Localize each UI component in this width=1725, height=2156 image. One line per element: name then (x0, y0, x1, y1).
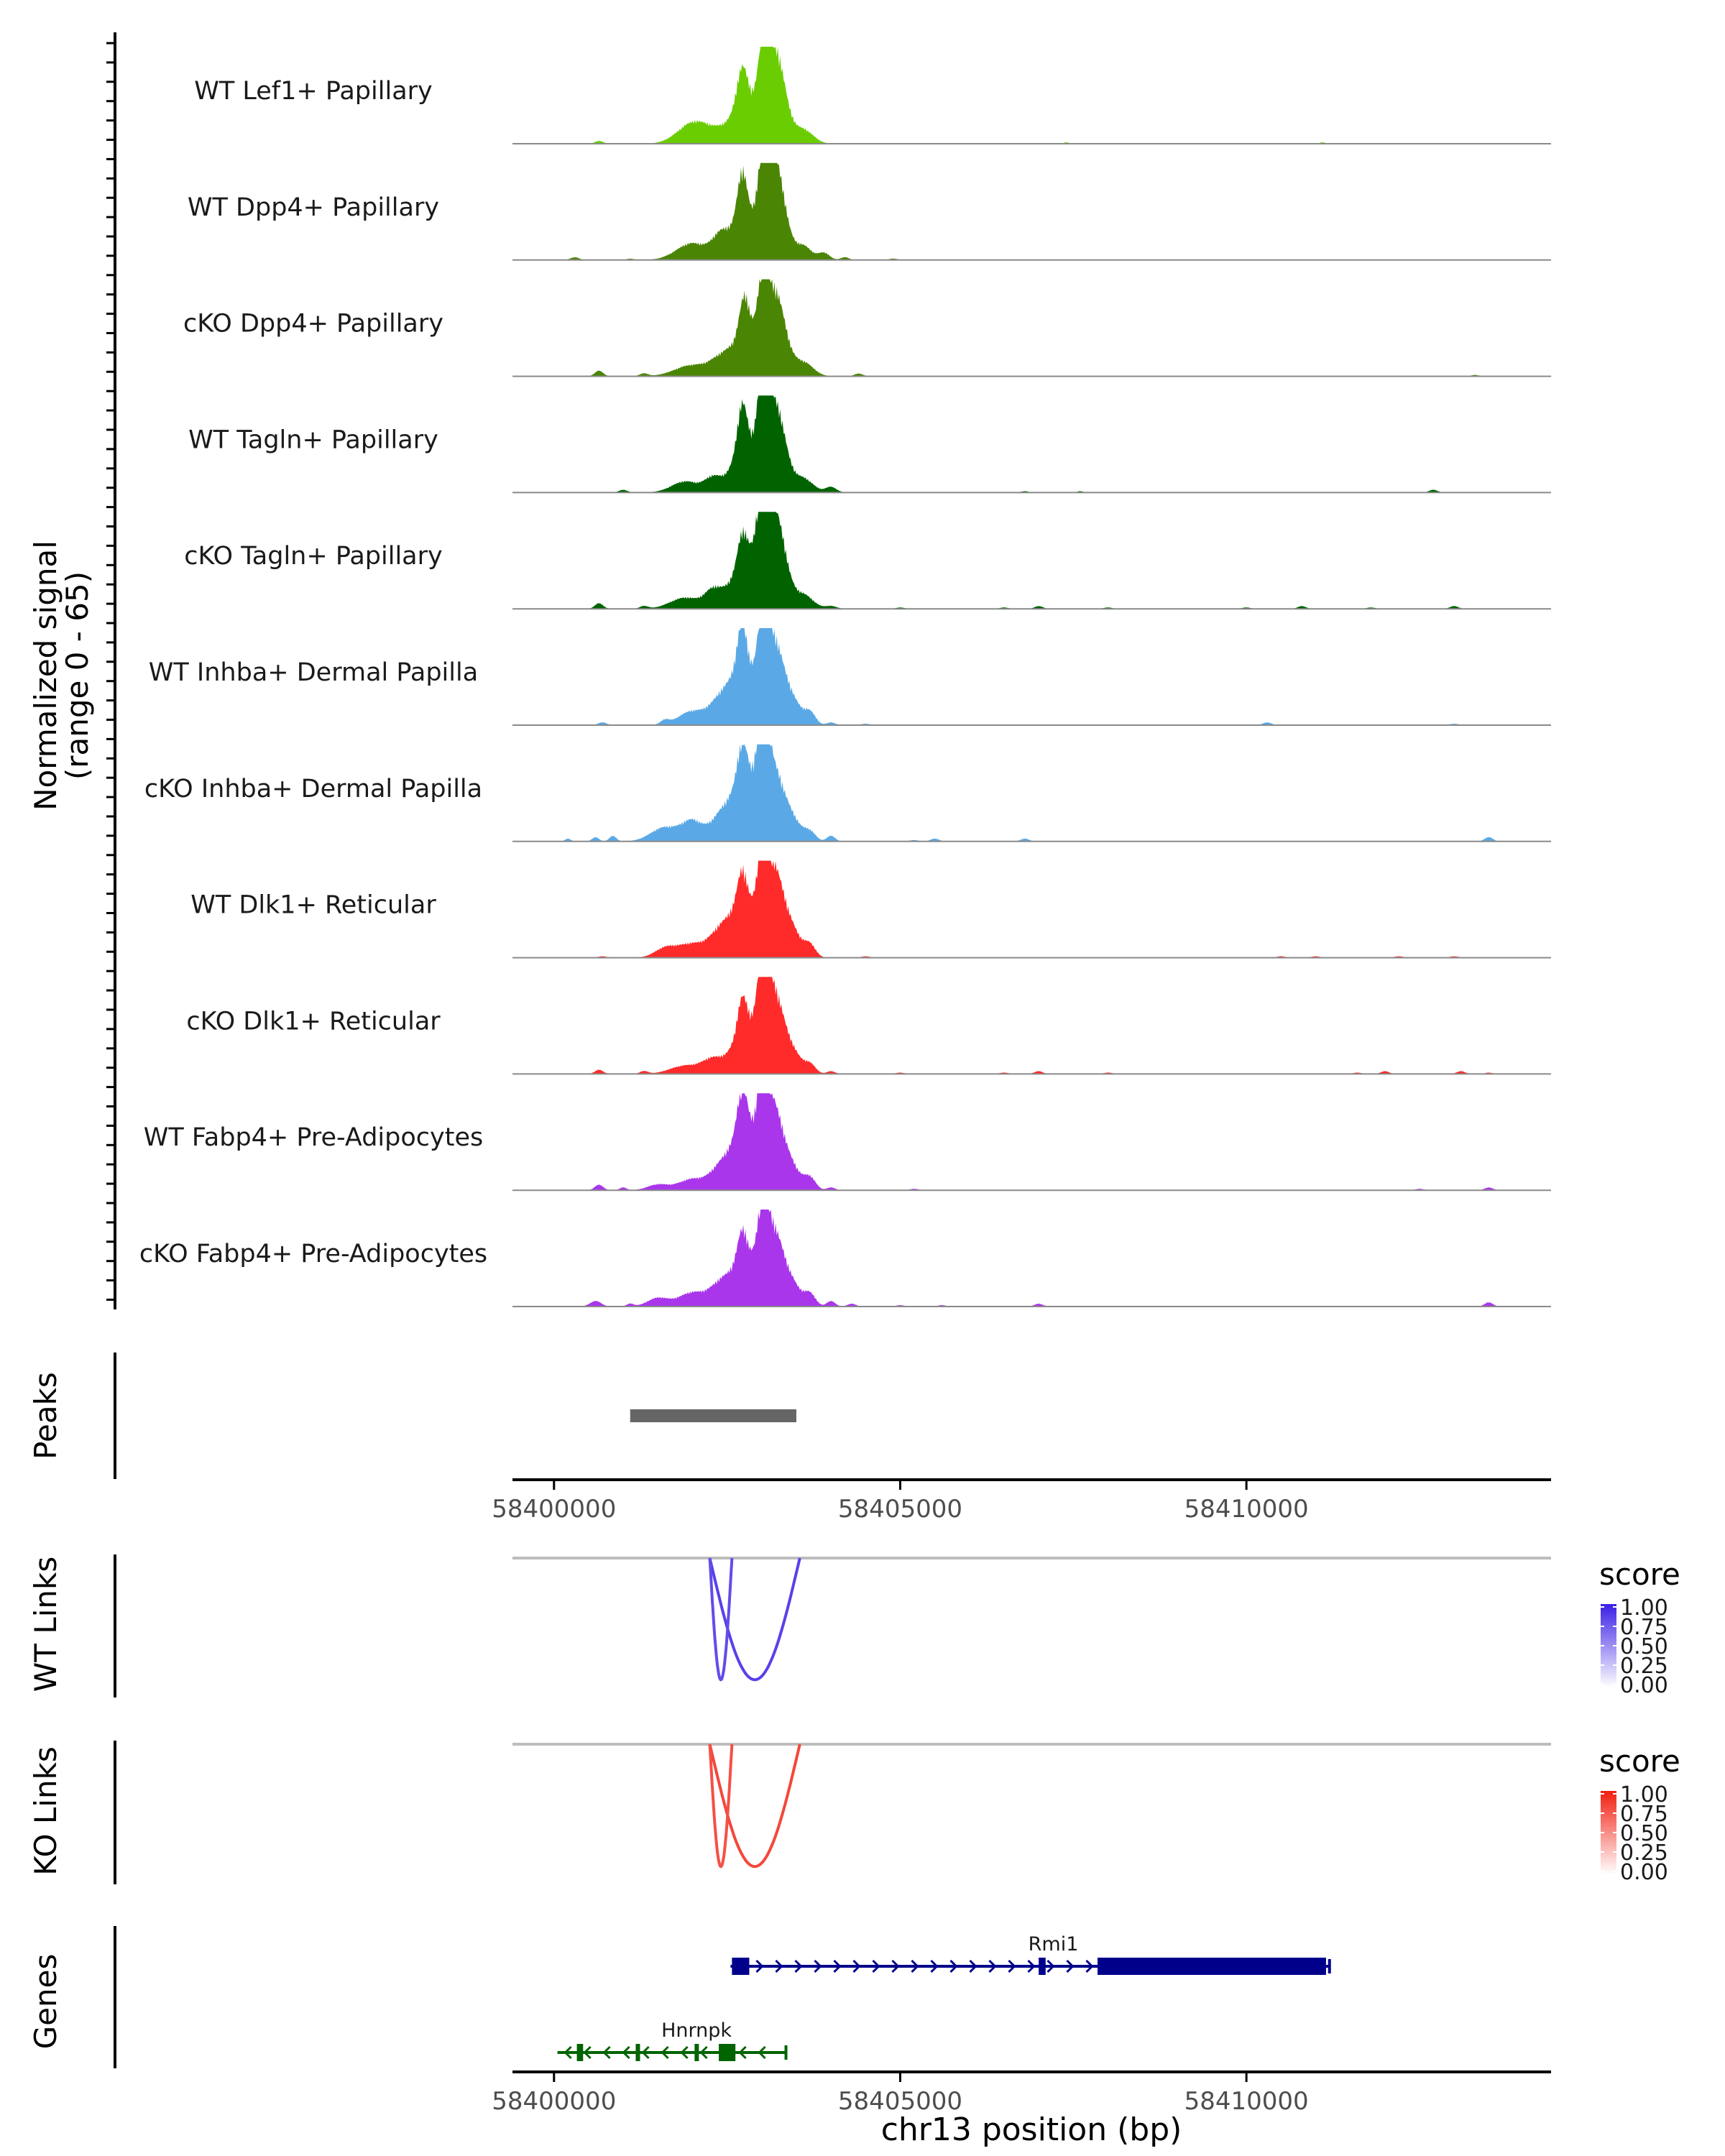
coverage-area (512, 744, 1551, 842)
track-label: cKO Tagln+ Papillary (184, 542, 443, 571)
ko-links-legend-tick-label: 1.00 (1620, 1782, 1668, 1807)
strand-arrow (622, 2045, 630, 2060)
strand-arrow (1027, 1959, 1036, 1973)
ko-links-panel: 1.000.750.500.250.00 (114, 1741, 1668, 1885)
exon (576, 2044, 584, 2061)
genes-x-axis-tick-label: 58400000 (492, 2087, 616, 2116)
genes-track-label: Genes (28, 1954, 63, 2050)
coverage-area (512, 279, 1551, 377)
genes-panel: Rmi1 Hnrnpk (114, 1926, 1331, 2068)
coverage-area (512, 628, 1551, 725)
wt-links-arc (708, 1557, 801, 1682)
track-label: WT Fabp4+ Pre-Adipocytes (144, 1123, 483, 1152)
strand-arrow (583, 2045, 592, 2060)
wt-links-legend-tick-label: 0.75 (1620, 1615, 1668, 1640)
strand-arrow (1066, 1959, 1075, 1973)
peaks-panel (114, 1353, 796, 1479)
coverage-area (512, 860, 1551, 958)
strand-arrow (814, 1959, 822, 1973)
strand-arrow (969, 1959, 978, 1973)
coverage-area (512, 1093, 1551, 1191)
strand-arrow (833, 1959, 842, 1973)
ko-legend-title: score (1599, 1743, 1680, 1779)
ko-links-arc (708, 1743, 801, 1869)
strand-arrow (738, 2045, 747, 2060)
strand-arrow (988, 1959, 997, 1973)
x-axes: 58400000 58405000 58410000 58400000 58405000… (492, 1478, 1551, 2116)
strand-arrow (755, 1959, 764, 1973)
wt-links-legend-tick-label: 0.25 (1620, 1654, 1668, 1679)
ko-links-track-label: KO Links (28, 1746, 63, 1876)
strand-arrow (699, 2045, 708, 2060)
track-label: WT Tagln+ Papillary (188, 425, 438, 454)
wt-links-track-label: WT Links (28, 1557, 63, 1692)
exon (732, 1958, 750, 1975)
track-label: cKO Inhba+ Dermal Papilla (144, 775, 482, 803)
strand-arrow (872, 1959, 880, 1973)
peaks-x-axis-tick-label: 58400000 (492, 1495, 616, 1524)
strand-arrow (911, 1959, 919, 1973)
strand-arrow (775, 1959, 783, 1973)
track-label: WT Inhba+ Dermal Papilla (149, 658, 478, 687)
strand-arrow (641, 2045, 650, 2060)
coverage-area (512, 512, 1551, 609)
exon (694, 2044, 699, 2061)
peaks-track-label: Peaks (28, 1372, 63, 1460)
exon (635, 2044, 640, 2061)
strand-arrow (1008, 1959, 1016, 1973)
coverage-area (512, 162, 1551, 260)
wt-links-legend-tick-label: 1.00 (1620, 1595, 1668, 1621)
coverage-y-label-line1: Normalized signal (28, 540, 63, 811)
track-label: cKO Dpp4+ Papillary (183, 310, 443, 338)
genes-x-axis-tick-label: 58405000 (838, 2087, 962, 2116)
coverage-area (512, 47, 1551, 144)
strand-arrow (794, 1959, 803, 1973)
coverage-panel: WT Lef1+ Papillary WT Dpp4+ Papillary cKO … (106, 32, 1551, 1309)
strand-arrow (930, 1959, 939, 1973)
ko-links-legend-tick-label: 0.00 (1620, 1860, 1668, 1885)
ko-links-legend-tick-label: 0.25 (1620, 1841, 1668, 1866)
ko-links-legend-tick-label: 0.75 (1620, 1802, 1668, 1827)
strand-arrow (949, 1959, 958, 1973)
coverage-area (512, 395, 1551, 493)
genes-x-axis-tick-label: 58410000 (1184, 2087, 1309, 2116)
wt-links-panel: 1.000.750.500.250.00 (114, 1554, 1668, 1698)
wt-links-legend-colorbar (1601, 1604, 1616, 1687)
wt-links-legend-tick-label: 0.50 (1620, 1634, 1668, 1659)
wt-links-legend-tick-label: 0.00 (1620, 1673, 1668, 1698)
track-label: cKO Fabp4+ Pre-Adipocytes (139, 1240, 487, 1268)
exon (719, 2044, 736, 2061)
x-axis-label: chr13 position (bp) (881, 2111, 1182, 2148)
ko-links-arc (708, 1743, 734, 1869)
gene-name-label: Rmi1 (1029, 1933, 1079, 1955)
exon (1098, 1958, 1326, 1975)
track-label: WT Dpp4+ Papillary (188, 193, 439, 222)
ko-links-legend-colorbar (1601, 1791, 1616, 1874)
gene-name-label: Hnrnpk (661, 2019, 732, 2042)
strand-arrow (1085, 1959, 1094, 1973)
strand-arrow (891, 1959, 900, 1973)
coverage-y-label-line2: (range 0 - 65) (60, 571, 95, 780)
strand-arrow (661, 2045, 669, 2060)
ko-links-legend-tick-label: 0.50 (1620, 1821, 1668, 1846)
strand-arrow (680, 2045, 689, 2060)
strand-arrow (1046, 1959, 1055, 1973)
track-label: WT Lef1+ Papillary (194, 77, 433, 106)
track-label: cKO Dlk1+ Reticular (186, 1007, 441, 1036)
track-label: WT Dlk1+ Reticular (190, 891, 436, 920)
wt-legend-title: score (1599, 1557, 1680, 1592)
peak-region (630, 1409, 796, 1422)
exon (1039, 1958, 1046, 1975)
strand-arrow (852, 1959, 861, 1973)
coverage-area (512, 1210, 1551, 1307)
strand-arrow (564, 2045, 572, 2060)
wt-links-arc (708, 1557, 734, 1682)
peaks-x-axis-tick-label: 58405000 (838, 1495, 962, 1524)
peaks-x-axis-tick-label: 58410000 (1184, 1495, 1309, 1524)
coverage-area (512, 977, 1551, 1074)
strand-arrow (758, 2045, 766, 2060)
strand-arrow (602, 2045, 611, 2060)
